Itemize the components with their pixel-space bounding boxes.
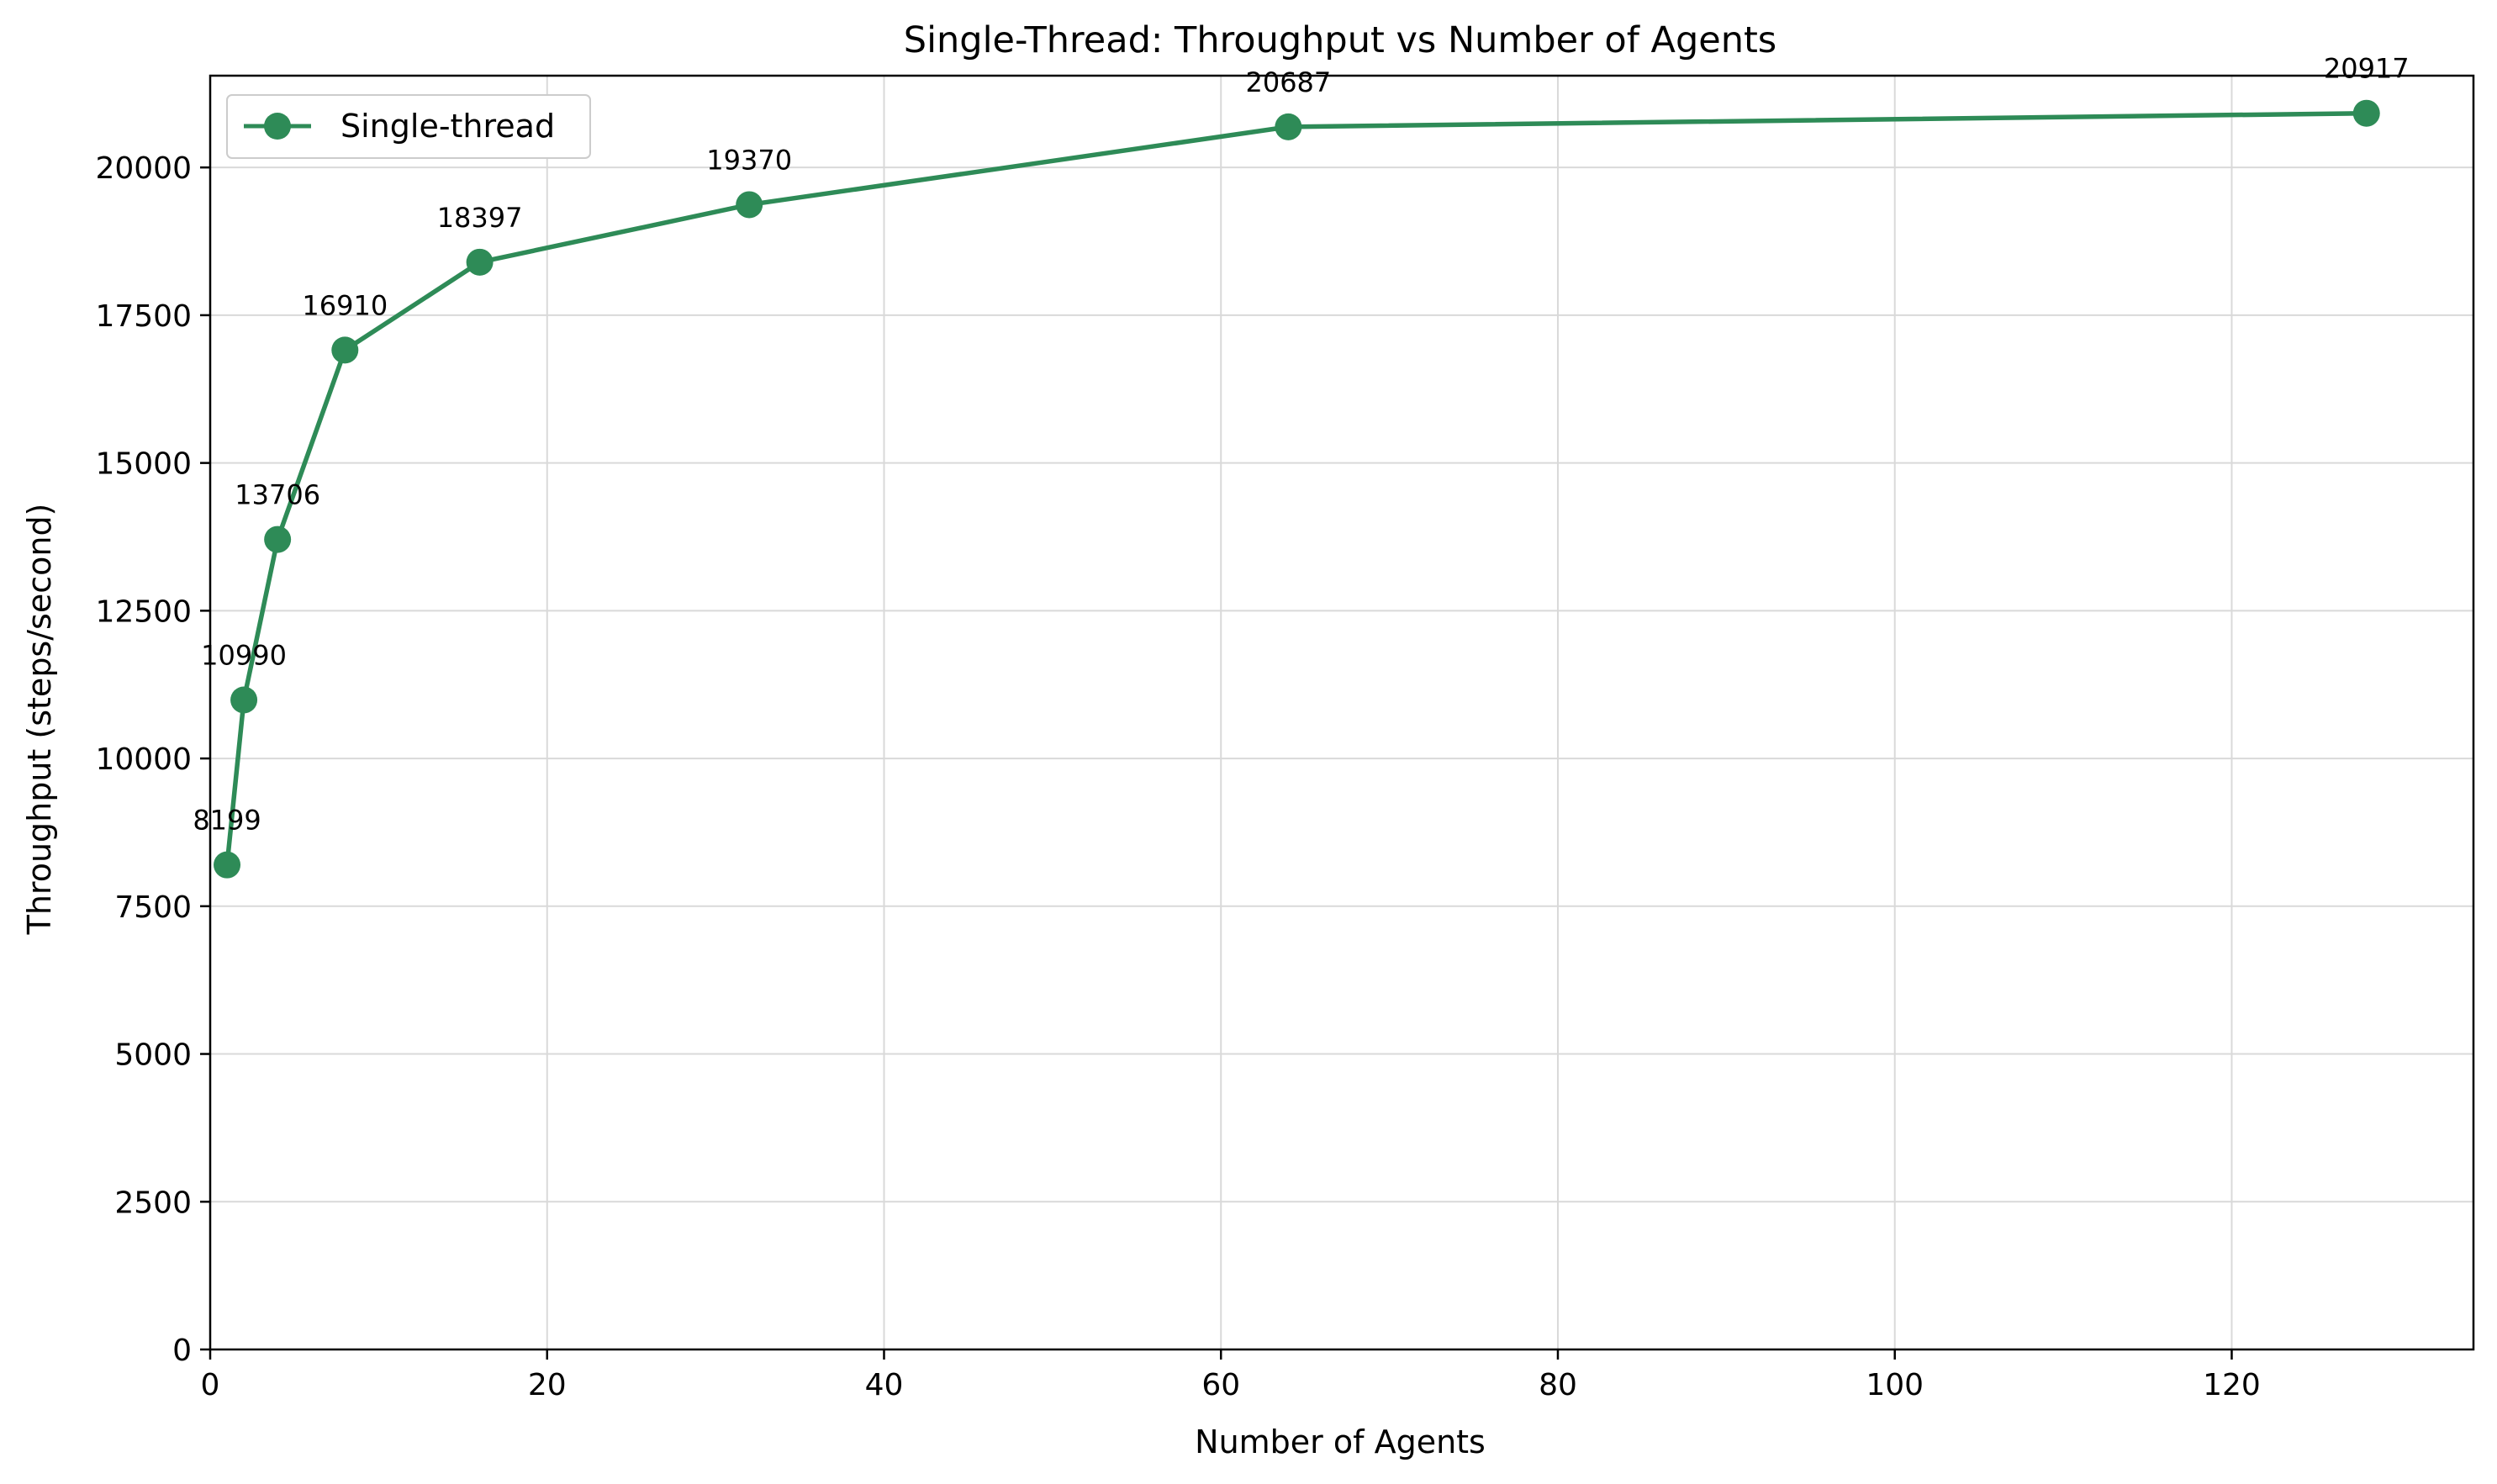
y-tick-label: 0: [172, 1333, 192, 1368]
x-tick-label: 80: [1539, 1368, 1577, 1402]
axis-layer: 0 20 40 60 80 100 120 0 2500 5000 7500 10000 12500 15…: [95, 74, 2475, 1402]
y-tick-label: 12500: [95, 594, 192, 629]
data-point-label: 13706: [235, 479, 320, 511]
y-tick-label: 7500: [114, 890, 192, 925]
series-layer: [214, 99, 2380, 879]
legend-marker-swatch: [264, 113, 291, 140]
data-point-marker: [214, 851, 241, 879]
x-tick-label: 60: [1201, 1368, 1240, 1402]
data-point-marker: [264, 525, 292, 553]
x-tick-label: 100: [1866, 1368, 1924, 1402]
data-point-label: 19370: [706, 144, 792, 176]
data-label-layer: 8199 10990 13706 16910 18397 19370 20687 20917: [193, 53, 2409, 837]
y-tick-label: 5000: [114, 1038, 192, 1073]
data-point-marker: [466, 248, 494, 276]
y-tick-label: 10000: [95, 742, 192, 777]
data-point-marker: [230, 686, 258, 714]
plot-frame: [209, 74, 2475, 1351]
legend-box: [226, 94, 591, 159]
data-point-label: 18397: [437, 202, 523, 234]
y-tick-label: 2500: [114, 1186, 192, 1220]
x-tick-label: 120: [2203, 1368, 2261, 1402]
y-axis-label: Throughput (steps/second): [21, 504, 58, 936]
x-axis-label: Number of Agents: [1195, 1423, 1486, 1460]
y-tick-label: 20000: [95, 151, 192, 186]
data-point-marker: [331, 336, 359, 364]
y-tick-label: 17500: [95, 299, 192, 334]
data-point-label: 8199: [193, 805, 261, 837]
data-point-label: 20687: [1245, 66, 1331, 98]
data-point-marker: [736, 191, 763, 219]
chart-title: Single-Thread: Throughput vs Number of A…: [904, 19, 1776, 61]
data-point-label: 20917: [2324, 53, 2410, 85]
legend: Single-thread: [226, 94, 591, 159]
data-point-marker: [2352, 99, 2380, 127]
data-point-marker: [1275, 113, 1302, 140]
data-point-label: 16910: [302, 289, 388, 321]
series-line-single-thread: [224, 110, 2369, 868]
x-tick-label: 20: [528, 1368, 567, 1402]
y-tick-label: 15000: [95, 447, 192, 482]
x-tick-label: 0: [201, 1368, 220, 1402]
x-tick-label: 40: [865, 1368, 904, 1402]
legend-label: Single-thread: [340, 108, 555, 145]
grid-layer: [209, 76, 2473, 1350]
data-point-label: 10990: [201, 639, 287, 671]
